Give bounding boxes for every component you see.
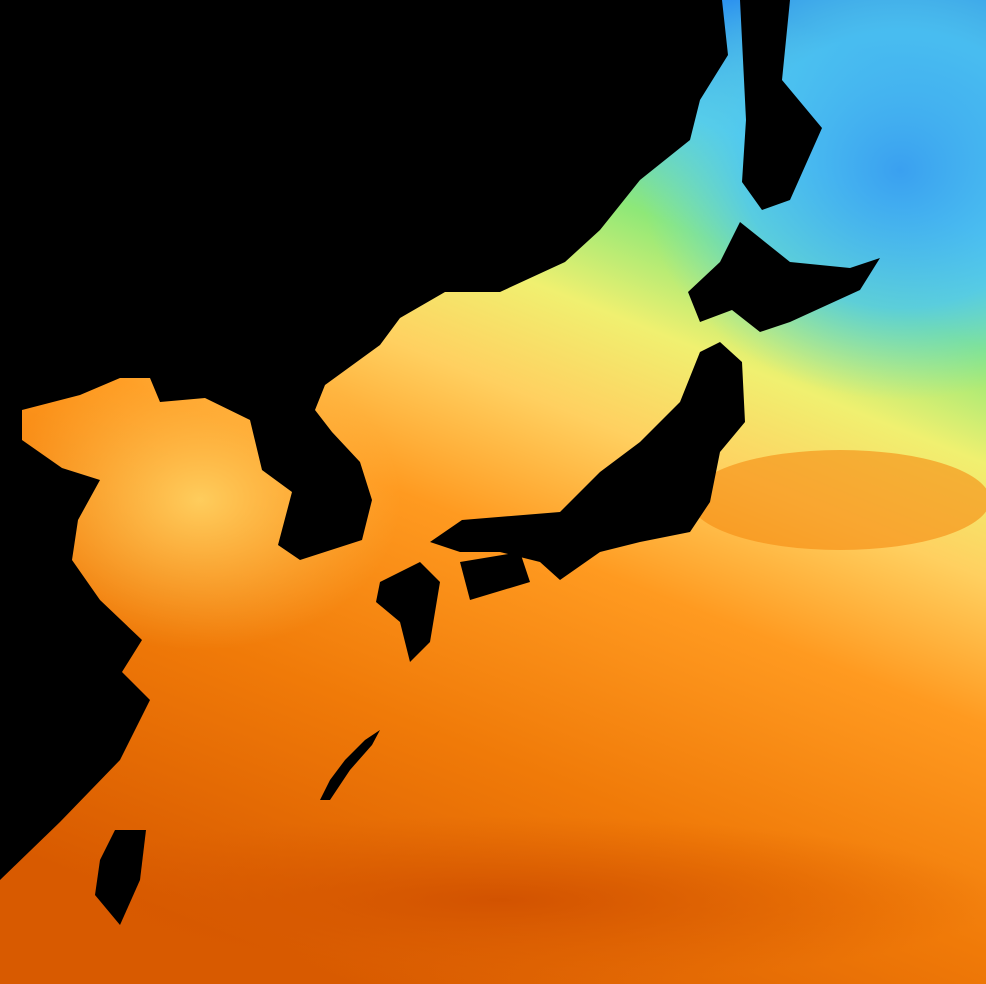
asian-mainland <box>0 0 728 880</box>
honshu <box>430 342 745 580</box>
warm-eddy <box>690 450 986 550</box>
hokkaido <box>688 222 880 332</box>
sakhalin <box>740 0 822 210</box>
taiwan <box>95 830 146 925</box>
kyushu <box>376 562 440 662</box>
land <box>0 0 880 925</box>
shikoku <box>460 552 530 600</box>
warm-water-region <box>0 816 986 984</box>
ryukyu-islands <box>320 730 380 800</box>
